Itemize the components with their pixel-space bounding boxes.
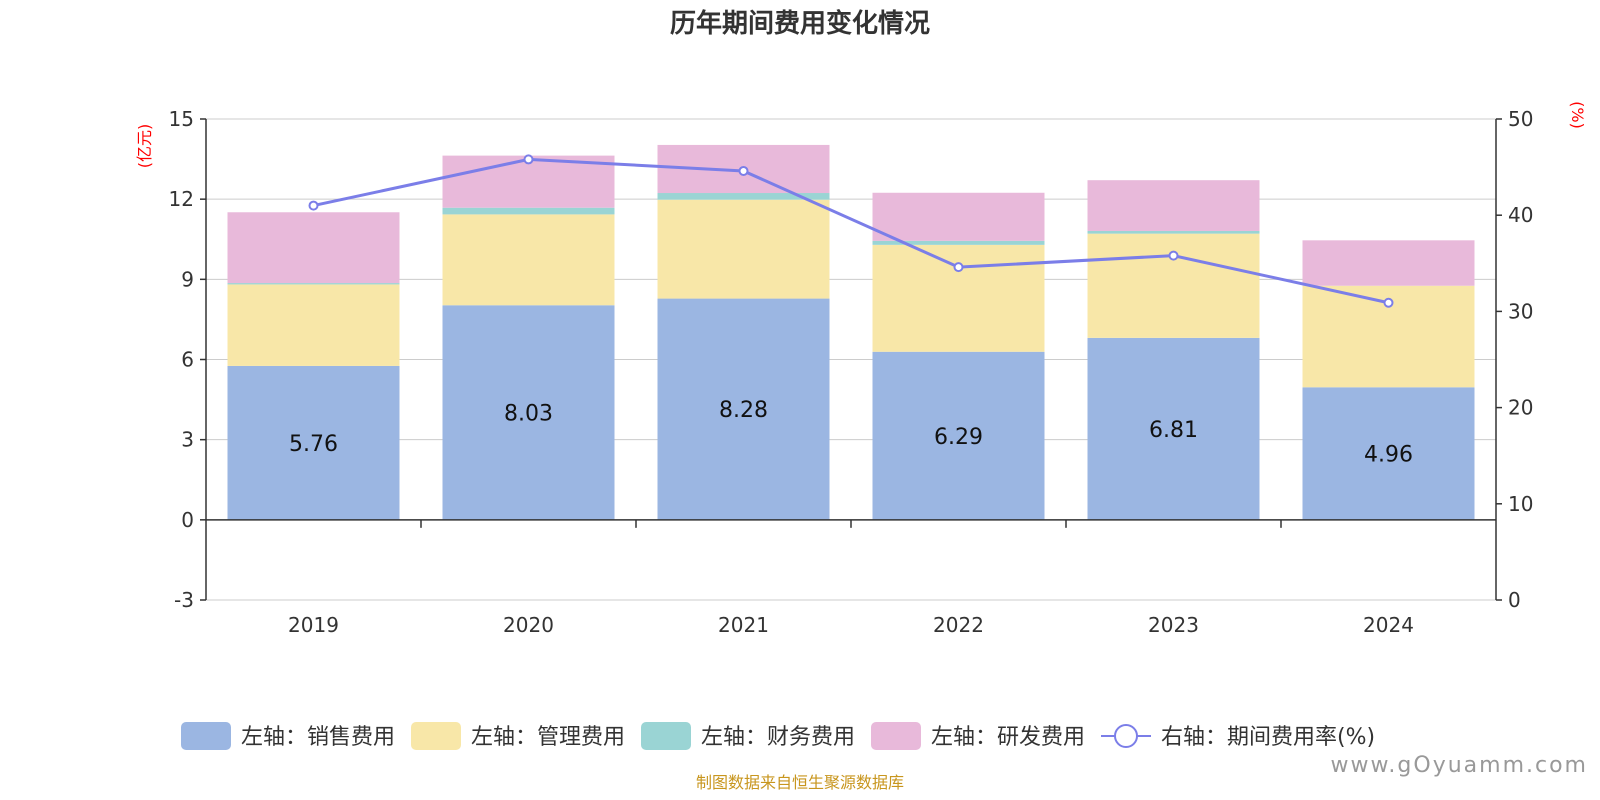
- sales-value-label-2020: 8.03: [504, 402, 553, 427]
- left-axis-unit: (亿元): [135, 124, 154, 169]
- x-tick-label-2020: 2020: [503, 613, 554, 637]
- bar-2023-s2: [1087, 233, 1260, 338]
- rate-point-2020: [523, 154, 534, 165]
- rate-point-2021: [738, 165, 749, 176]
- bar-2019-s4: [227, 212, 400, 284]
- left-tick-label: 3: [181, 428, 194, 452]
- sales-value-label-2023: 6.81: [1149, 418, 1198, 443]
- bars: [227, 144, 1475, 520]
- sales-value-label-2022: 6.29: [934, 425, 983, 450]
- sales-value-label-2019: 5.76: [289, 432, 338, 457]
- bar-2021-s3: [657, 193, 830, 200]
- legend-item-3: 左轴：财务费用: [641, 722, 855, 750]
- rate-point-2019: [308, 200, 319, 211]
- legend-swatch: [181, 722, 231, 750]
- bar-2020-s2: [442, 214, 615, 306]
- chart-title: 历年期间费用变化情况: [670, 8, 930, 39]
- legend-item-4: 左轴：研发费用: [871, 722, 1085, 750]
- right-tick-label: 0: [1508, 588, 1521, 612]
- bar-2022-s4: [872, 192, 1045, 241]
- sales-value-label-2024: 4.96: [1364, 443, 1413, 468]
- left-tick-label: -3: [174, 588, 194, 612]
- legend-label: 右轴：期间费用率(%): [1161, 725, 1375, 750]
- right-axis-unit: (%): [1568, 101, 1587, 129]
- legend-item-2: 左轴：管理费用: [411, 722, 625, 750]
- bar-2023-s1: [1087, 337, 1260, 520]
- right-tick-label: 30: [1508, 299, 1533, 323]
- legend-item-5: 右轴：期间费用率(%): [1101, 724, 1375, 750]
- right-tick-label: 20: [1508, 396, 1533, 420]
- legend-swatch: [641, 722, 691, 750]
- x-tick-label-2019: 2019: [288, 613, 339, 637]
- legend-label: 左轴：财务费用: [701, 725, 855, 750]
- left-tick-label: 6: [181, 348, 194, 372]
- bar-2023-s3: [1087, 230, 1260, 234]
- rate-line: [308, 154, 1394, 308]
- x-tick-label-2024: 2024: [1363, 613, 1414, 637]
- x-tick-label-2021: 2021: [718, 613, 769, 637]
- bar-2019-s1: [227, 365, 400, 520]
- bar-2020-s3: [442, 207, 615, 215]
- legend-swatch: [411, 722, 461, 750]
- bar-2021-s1: [657, 298, 830, 520]
- watermark: www.gOyuamm.com: [1330, 753, 1588, 778]
- bar-2020-s1: [442, 305, 615, 520]
- right-tick-label: 50: [1508, 107, 1533, 131]
- bar-2022-s2: [872, 244, 1045, 352]
- bar-2023-s4: [1087, 180, 1260, 231]
- rate-point-2022: [953, 262, 964, 273]
- legend-label: 左轴：管理费用: [471, 725, 625, 750]
- x-tick-label-2022: 2022: [933, 613, 984, 637]
- x-tick-label-2023: 2023: [1148, 613, 1199, 637]
- sales-value-label-2021: 8.28: [719, 398, 768, 423]
- bar-2024-s4: [1302, 240, 1475, 286]
- left-tick-label: 0: [181, 508, 194, 532]
- data-labels: 5.76 8.03 8.28 6.29 6.81 4.96: [289, 398, 1413, 467]
- legend-label: 左轴：销售费用: [241, 725, 395, 750]
- rate-polyline: [313, 157, 1389, 305]
- legend-circle-swatch: [1114, 724, 1138, 748]
- rate-point-2024: [1383, 297, 1394, 308]
- right-tick-label: 40: [1508, 203, 1533, 227]
- bar-2019-s2: [227, 284, 400, 366]
- right-tick-label: 10: [1508, 492, 1533, 516]
- legend-label: 左轴：研发费用: [931, 725, 1085, 750]
- left-tick-label: 12: [169, 187, 194, 211]
- bar-2024-s1: [1302, 387, 1475, 520]
- legend-item-1: 左轴：销售费用: [181, 722, 395, 750]
- source-note: 制图数据来自恒生聚源数据库: [696, 773, 904, 792]
- left-tick-label: 9: [181, 267, 194, 291]
- bar-2022-s3: [872, 240, 1045, 245]
- bar-2021-s2: [657, 199, 830, 299]
- rate-point-2023: [1168, 250, 1179, 261]
- bar-2022-s1: [872, 351, 1045, 520]
- left-tick-label: 15: [169, 107, 194, 131]
- legend: 左轴：销售费用 左轴：管理费用 左轴：财务费用 左轴：研发费用 右轴：期间费用率(%): [181, 722, 1375, 750]
- bar-2019-s3: [227, 283, 400, 285]
- legend-swatch: [871, 722, 921, 750]
